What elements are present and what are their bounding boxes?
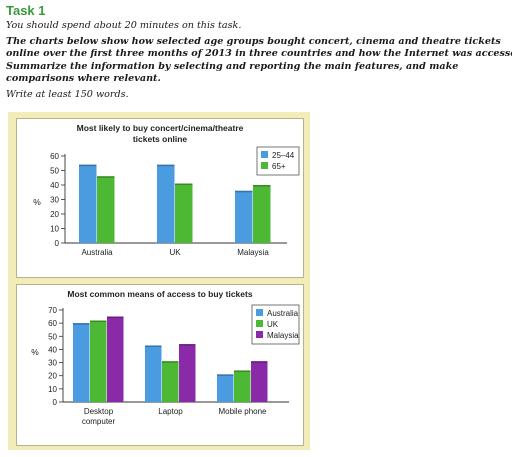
y-tick-label: 70 [48, 306, 57, 315]
bar-1-1 [162, 361, 179, 402]
legend-label-1: UK [267, 320, 279, 329]
category-label: Australia [81, 248, 113, 257]
legend-label-0: Australia [267, 309, 299, 318]
instruction-time: You should spend about 20 minutes on thi… [6, 20, 242, 31]
bar-top-shade [107, 316, 124, 319]
legend-label-0: 25–44 [272, 151, 295, 160]
instruction-summarize-line1: Summarize the information by selecting a… [6, 61, 459, 72]
chart-access-means-svg: Most common means of access to buy ticke… [31, 289, 300, 426]
y-tick-label: 10 [48, 385, 57, 394]
bar-2-2 [251, 361, 268, 402]
bar-2-0 [217, 374, 234, 402]
y-tick-label: 40 [48, 345, 57, 354]
y-tick-label: 60 [48, 319, 57, 328]
legend-swatch-1 [261, 162, 268, 169]
bar-top-shade [97, 176, 115, 178]
category-label: Desktop [84, 407, 114, 416]
bar-0-0 [79, 164, 97, 243]
y-axis-label: % [33, 197, 41, 207]
chart-title-line: tickets online [133, 134, 188, 144]
legend-swatch-0 [256, 309, 263, 316]
y-tick-label: 10 [50, 225, 59, 234]
y-tick-label: 60 [50, 152, 59, 161]
bar-0-0 [73, 323, 90, 402]
bar-1-0 [145, 345, 162, 402]
bar-top-shade [157, 164, 175, 167]
legend-label-2: Malaysia [267, 331, 299, 340]
bar-top-shade [162, 361, 179, 363]
task-title: Task 1 [6, 3, 46, 18]
instruction-word-count: Write at least 150 words. [6, 89, 129, 100]
chart-online-buying-svg: Most likely to buy concert/cinema/theatr… [33, 123, 300, 257]
legend-swatch-2 [256, 331, 263, 338]
bar-top-shade [73, 323, 90, 325]
instruction-summarize-line2: comparisons where relevant. [6, 73, 161, 84]
y-tick-label: 50 [48, 332, 57, 341]
legend-swatch-1 [256, 320, 263, 327]
bar-top-shade [90, 320, 107, 323]
bar-2-0 [235, 190, 253, 243]
bar-top-shade [253, 185, 271, 187]
bar-top-shade [79, 164, 97, 167]
instruction-charts-line1: The charts below show how selected age g… [6, 36, 501, 47]
category-label: Laptop [158, 407, 183, 416]
bar-0-2 [107, 316, 124, 402]
y-axis-label: % [31, 347, 39, 357]
y-tick-label: 40 [50, 181, 59, 190]
bar-0-1 [90, 320, 107, 402]
legend-label-1: 65+ [272, 162, 286, 171]
bar-1-0 [157, 164, 175, 243]
chart-title-line: Most common means of access to buy ticke… [67, 289, 252, 299]
bar-top-shade [251, 361, 268, 363]
y-tick-label: 30 [48, 359, 57, 368]
category-label: UK [169, 248, 181, 257]
category-label: Malaysia [237, 248, 269, 257]
y-tick-label: 0 [55, 239, 60, 248]
bar-top-shade [175, 183, 193, 186]
legend-swatch-0 [261, 151, 268, 158]
y-tick-label: 30 [50, 196, 59, 205]
y-tick-label: 50 [50, 167, 59, 176]
bar-2-1 [253, 185, 271, 243]
bar-top-shade [217, 374, 234, 376]
chart-access-means: Most common means of access to buy ticke… [16, 284, 304, 446]
bar-top-shade [145, 345, 162, 347]
y-tick-label: 0 [53, 398, 58, 407]
bar-1-2 [179, 344, 196, 402]
charts-panel: Most likely to buy concert/cinema/theatr… [8, 112, 310, 450]
bar-0-1 [97, 176, 115, 243]
instruction-charts-line2: online over the first three months of 20… [6, 48, 512, 59]
category-label: Mobile phone [218, 407, 267, 416]
y-tick-label: 20 [50, 210, 59, 219]
bar-1-1 [175, 183, 193, 243]
bar-top-shade [235, 190, 253, 193]
category-label: computer [82, 417, 116, 426]
y-tick-label: 20 [48, 372, 57, 381]
bar-2-1 [234, 370, 251, 402]
chart-title-line: Most likely to buy concert/cinema/theatr… [77, 123, 244, 133]
bar-top-shade [179, 344, 196, 346]
bar-top-shade [234, 370, 251, 372]
chart-online-buying: Most likely to buy concert/cinema/theatr… [16, 118, 304, 278]
